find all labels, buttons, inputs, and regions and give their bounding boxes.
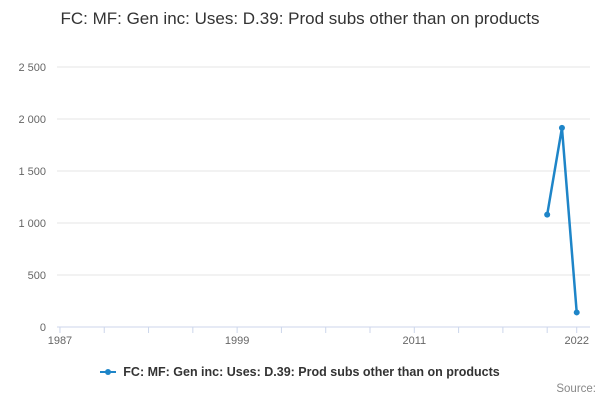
data-point[interactable] [558, 124, 565, 131]
y-tick-label: 0 [40, 322, 46, 334]
plot-svg: 0 500 1 000 1 500 2 000 2 500 1987 1999 2011 2022 [18, 62, 590, 347]
y-tick-label: 2 500 [18, 62, 46, 74]
chart-title: FC: MF: Gen inc: Uses: D.39: Prod subs o… [60, 9, 540, 28]
data-point[interactable] [544, 211, 551, 218]
y-tick-label: 500 [28, 270, 46, 282]
credits: Source: [556, 383, 596, 395]
x-tick-label: 1999 [225, 335, 249, 347]
y-tick-label: 1 500 [18, 166, 46, 178]
series-line[interactable] [545, 126, 578, 314]
x-tick-label: 1987 [48, 335, 72, 347]
legend-label: FC: MF: Gen inc: Uses: D.39: Prod subs o… [123, 365, 500, 379]
y-tick-label: 2 000 [18, 114, 46, 126]
y-tick-label: 1 000 [18, 218, 46, 230]
legend-marker-icon [100, 369, 117, 375]
data-point[interactable] [573, 309, 580, 316]
legend-dot [105, 369, 112, 375]
x-tick-label: 2011 [402, 335, 426, 347]
legend-item[interactable]: FC: MF: Gen inc: Uses: D.39: Prod subs o… [0, 365, 600, 379]
x-tick-label: 2022 [564, 335, 588, 347]
